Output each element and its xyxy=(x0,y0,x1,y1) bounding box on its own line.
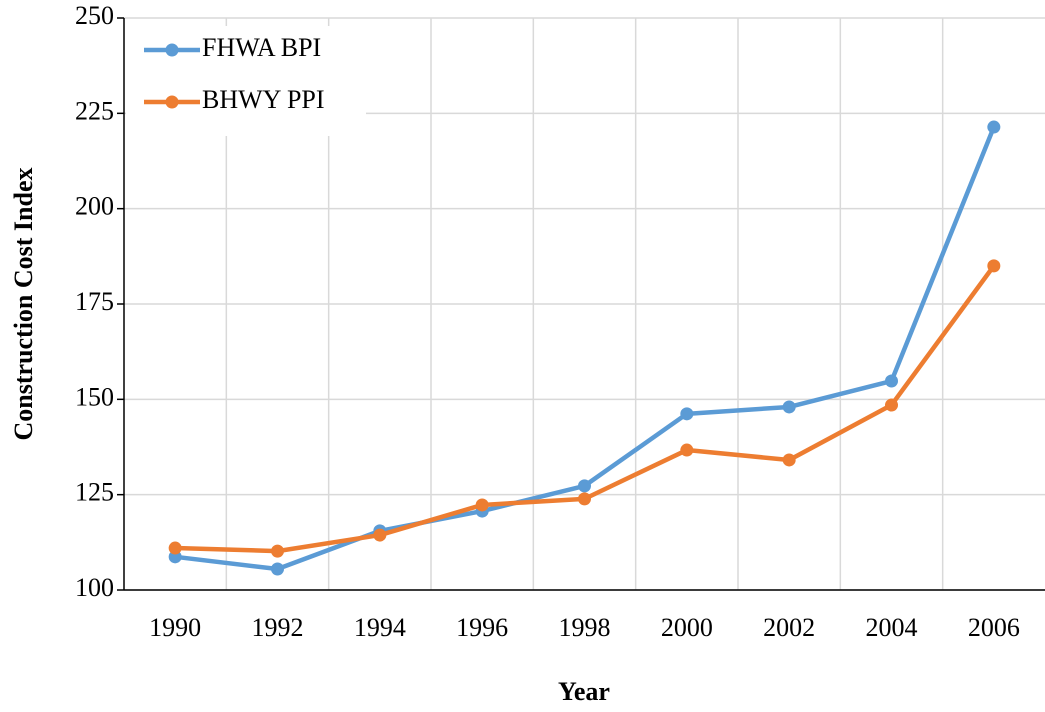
x-tick-label: 1990 xyxy=(149,613,201,642)
legend: FHWA BPI BHWY PPI xyxy=(126,26,366,136)
point xyxy=(885,398,898,412)
point xyxy=(782,400,796,414)
y-tick-label: 150 xyxy=(75,382,114,411)
legend-box xyxy=(126,26,366,136)
x-axis-title: Year xyxy=(558,677,610,706)
x-tick-label: 1994 xyxy=(354,613,406,642)
y-tick-label: 100 xyxy=(75,573,114,602)
point xyxy=(782,453,796,467)
point xyxy=(373,528,387,542)
y-tick-label: 225 xyxy=(75,96,114,125)
point xyxy=(987,120,1001,134)
x-tick-label: 1992 xyxy=(252,613,304,642)
x-tick-label: 1996 xyxy=(456,613,508,642)
y-tick-label: 125 xyxy=(75,478,114,507)
y-tick-label: 250 xyxy=(75,1,114,30)
point xyxy=(578,492,591,506)
legend-marker xyxy=(165,43,179,57)
x-tick-label: 2004 xyxy=(866,613,918,642)
y-tick-label: 175 xyxy=(75,287,114,316)
x-tick-label: 1998 xyxy=(559,613,611,642)
legend-marker xyxy=(165,95,179,109)
point xyxy=(271,562,284,576)
legend-label: BHWY PPI xyxy=(202,85,325,114)
point xyxy=(168,541,182,555)
x-tick-label: 2000 xyxy=(661,613,713,642)
point xyxy=(885,374,898,388)
y-axis-title: Construction Cost Index xyxy=(9,167,38,440)
point xyxy=(271,544,284,558)
point xyxy=(680,443,694,457)
point xyxy=(578,479,591,493)
y-tick-label: 200 xyxy=(75,192,114,221)
x-tick-label: 2006 xyxy=(968,613,1020,642)
point xyxy=(987,259,1001,273)
series-line xyxy=(175,264,996,554)
point xyxy=(680,407,694,421)
x-tick-label: 2002 xyxy=(763,613,815,642)
point xyxy=(475,498,489,512)
legend-label: FHWA BPI xyxy=(202,33,321,62)
